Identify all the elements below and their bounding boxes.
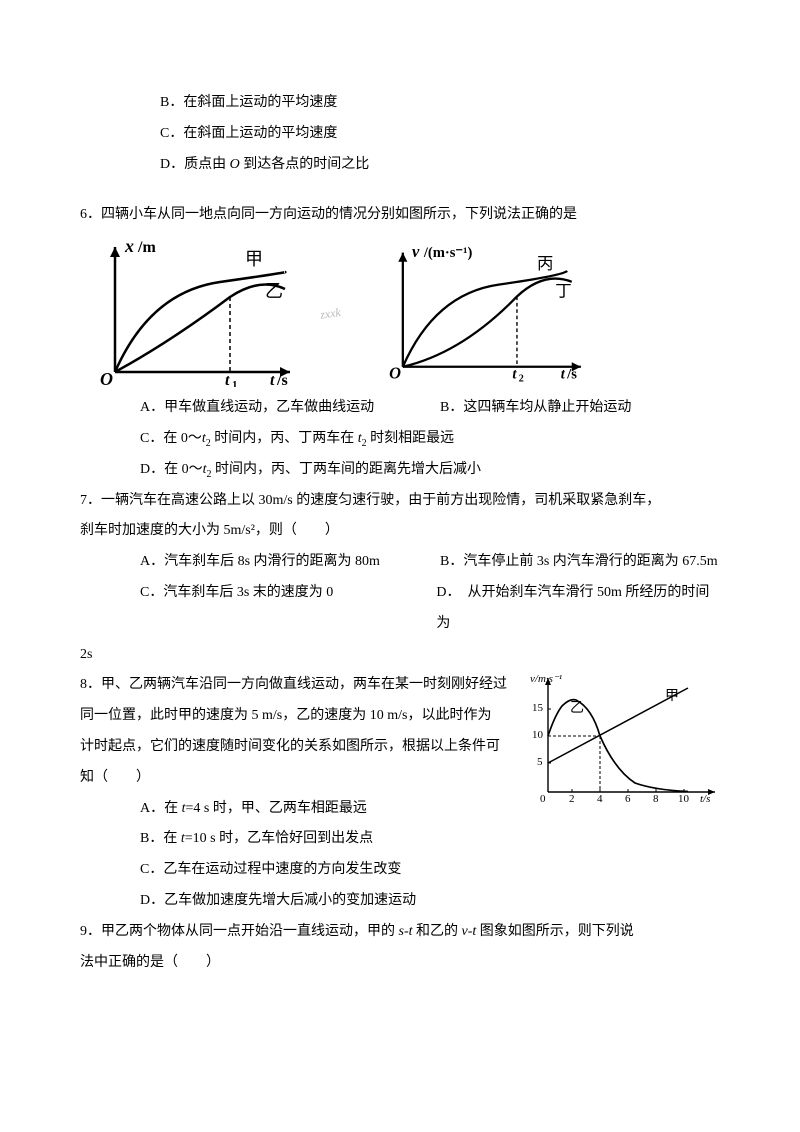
q6-figures: x/m t/s O t1 甲 乙 zxxk v/(m·s⁻¹) t/s O t2…	[90, 237, 720, 387]
q6-opt-c: C．在 0～t2 时间内，丙、丁两车在 t2 时刻相距最远	[80, 424, 720, 455]
q5-opt-b: B．在斜面上运动的平均速度	[80, 88, 720, 119]
q6-stem: 6．四辆小车从同一地点向同一方向运动的情况分别如图所示，下列说法正确的是	[80, 200, 720, 231]
svg-text:2: 2	[519, 374, 524, 385]
q6-opt-b: B．这四辆车均从静止开始运动	[440, 393, 631, 424]
q7-opt-row1: A．汽车刹车后 8s 内滑行的距离为 80m B．汽车停止前 3s 内汽车滑行的…	[80, 547, 720, 578]
svg-text:4: 4	[597, 793, 603, 805]
q8-opt-d: D．乙车做加速度先增大后减小的变加速运动	[80, 886, 720, 917]
q7-stem-b: 刹车时加速度的大小为 5m/s²，则（ ）	[80, 516, 720, 547]
svg-text:1: 1	[232, 379, 238, 387]
svg-text:丁: 丁	[555, 282, 571, 301]
q6-fig-right: v/(m·s⁻¹) t/s O t2 丙 丁	[380, 237, 590, 387]
q5-d-o: O	[230, 157, 240, 172]
q6-fig-left: x/m t/s O t1 甲 乙	[90, 237, 300, 387]
svg-text:2: 2	[569, 793, 575, 805]
svg-text:5: 5	[537, 756, 543, 768]
q6-opt-a: A．甲车做直线运动，乙车做曲线运动	[140, 393, 440, 424]
q7-opt-d: D． 从开始刹车汽车滑行 50m 所经历的时间为	[436, 578, 720, 640]
svg-text:v/m·s⁻¹: v/m·s⁻¹	[530, 673, 562, 685]
watermark: zxxk	[318, 296, 361, 328]
svg-text:/s: /s	[276, 372, 288, 387]
q8-opt-b: B．在 t=10 s 时，乙车恰好回到出发点	[80, 824, 720, 855]
q6-opt-d: D．在 0～t2 时间内，丙、丁两车间的距离先增大后减小	[80, 455, 720, 486]
svg-text:/s: /s	[566, 367, 577, 383]
q9-line1: 9．甲乙两个物体从同一点开始沿一直线运动，甲的 s-t 和乙的 v-t 图象如图…	[80, 917, 720, 948]
svg-text:t: t	[512, 367, 517, 383]
svg-text:t: t	[270, 372, 275, 387]
q6-opt-row1: A．甲车做直线运动，乙车做曲线运动 B．这四辆车均从静止开始运动	[80, 393, 720, 424]
q7-tail: 2s	[80, 640, 720, 671]
svg-text:/m: /m	[137, 239, 156, 256]
q7-stem-a: 7．一辆汽车在高速公路上以 30m/s 的速度匀速行驶，由于前方出现险情，司机采…	[80, 486, 720, 517]
svg-text:10: 10	[532, 729, 544, 741]
svg-text:x: x	[124, 237, 134, 256]
q7-opt-b: B．汽车停止前 3s 内汽车滑行的距离为 67.5m	[440, 547, 718, 578]
svg-text:10: 10	[678, 793, 690, 805]
svg-text:t: t	[561, 367, 566, 383]
svg-text:乙: 乙	[570, 700, 584, 716]
q8-figure: 0 2 4 6 8 10 t/s 5 10 15 v/m·s⁻¹ 乙 甲	[520, 670, 720, 810]
q8-opt-c: C．乙车在运动过程中速度的方向发生改变	[80, 855, 720, 886]
q9-line2: 法中正确的是（ ）	[80, 948, 720, 979]
q5-d-post: 到达各点的时间之比	[240, 157, 370, 172]
svg-text:丙: 丙	[537, 254, 553, 273]
q5-d-pre: D．质点由	[160, 157, 230, 172]
svg-text:O: O	[389, 364, 401, 383]
svg-text:8: 8	[653, 793, 659, 805]
svg-text:O: O	[100, 369, 113, 387]
svg-text:15: 15	[532, 702, 544, 714]
svg-text:0: 0	[540, 793, 546, 805]
svg-text:t/s: t/s	[700, 793, 710, 805]
page: B．在斜面上运动的平均速度 C．在斜面上运动的平均速度 D．质点由 O 到达各点…	[0, 0, 800, 1038]
svg-text:甲: 甲	[245, 249, 263, 269]
svg-text:6: 6	[625, 793, 631, 805]
svg-text:v: v	[412, 242, 420, 261]
q5-opt-c: C．在斜面上运动的平均速度	[80, 119, 720, 150]
svg-text:t: t	[225, 372, 230, 387]
q5-opt-d: D．质点由 O 到达各点的时间之比	[80, 150, 720, 181]
q7-opt-c: C．汽车刹车后 3s 末的速度为 0	[140, 578, 436, 640]
svg-text:乙: 乙	[265, 281, 283, 301]
q7-opt-a: A．汽车刹车后 8s 内滑行的距离为 80m	[140, 547, 440, 578]
svg-text:甲: 甲	[665, 689, 679, 704]
q7-opt-row2: C．汽车刹车后 3s 末的速度为 0 D． 从开始刹车汽车滑行 50m 所经历的…	[80, 578, 720, 640]
svg-text:/(m·s⁻¹): /(m·s⁻¹)	[423, 245, 473, 261]
